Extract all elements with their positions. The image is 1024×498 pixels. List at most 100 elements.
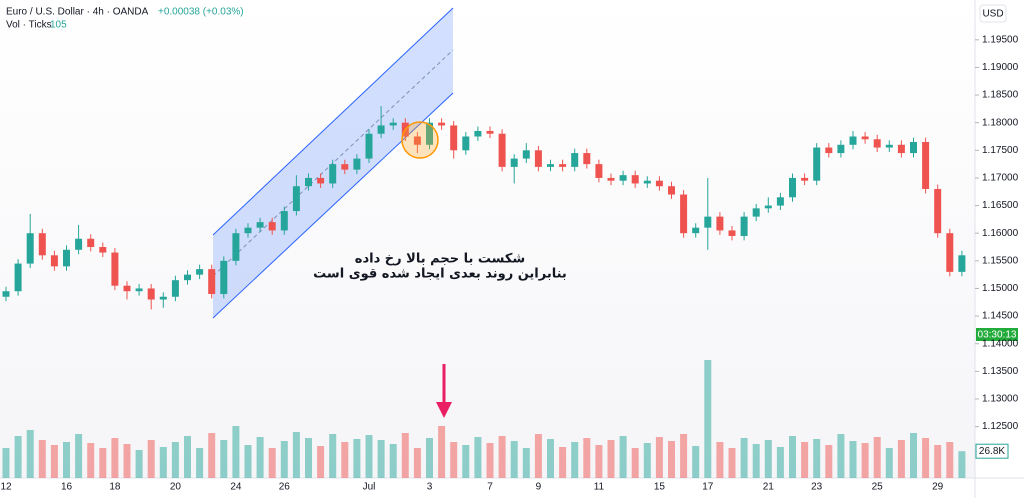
candle-body — [655, 180, 663, 187]
x-tick-label: 23 — [811, 482, 823, 493]
volume-bar — [208, 433, 216, 478]
volume-bar — [75, 434, 83, 478]
y-tick-label: 1.17000 — [982, 173, 1019, 184]
candle-body — [897, 144, 905, 154]
candle-body — [305, 177, 312, 187]
y-tick-label: 1.14500 — [982, 311, 1019, 322]
volume-bar — [740, 438, 748, 478]
candle-body — [462, 136, 470, 151]
volume-bar — [329, 434, 337, 478]
annotation-line: شکست با حجم بالا رخ داده — [355, 252, 525, 267]
x-tick-label: 3 — [427, 482, 433, 493]
candle-body — [716, 216, 724, 231]
volume-bar — [486, 443, 494, 478]
volume-bar — [668, 441, 675, 478]
candle-body — [256, 222, 264, 228]
x-tick-label: 16 — [61, 482, 73, 493]
volume-bar — [752, 444, 760, 478]
volume-bar — [885, 448, 893, 478]
x-tick-label: 18 — [109, 482, 121, 493]
volume-bar — [389, 444, 397, 478]
y-tick-label: 1.19000 — [982, 62, 1019, 73]
volume-bar — [244, 445, 252, 478]
volume-bar — [171, 442, 179, 478]
volume-bar — [50, 445, 58, 478]
volume-bar — [26, 430, 34, 478]
candle-body — [38, 233, 46, 256]
candle-body — [873, 139, 881, 148]
volume-bar — [341, 442, 349, 478]
candle-body — [159, 296, 167, 300]
volume-bar — [353, 439, 361, 478]
volume-bar — [776, 447, 784, 478]
volume-bar — [426, 438, 433, 478]
volume-bar — [450, 442, 458, 478]
volume-bar — [583, 438, 591, 478]
symbol-title: Euro / U.S. Dollar · 4h · OANDA — [6, 7, 149, 18]
candle-body — [341, 164, 349, 170]
volume-bar — [789, 436, 796, 478]
candle-body — [292, 186, 300, 212]
volume-bar — [825, 445, 833, 478]
candle-body — [837, 144, 845, 154]
volume-bar — [498, 436, 506, 478]
channel-upper — [212, 7, 454, 236]
y-tick-label: 1.13000 — [982, 394, 1019, 405]
price-change: +0.00038 (+0.03%) — [158, 7, 244, 18]
volume-bar — [873, 437, 881, 478]
currency-box[interactable] — [979, 4, 1007, 23]
candle-body — [631, 175, 639, 184]
candle-body — [171, 280, 179, 297]
candle-body — [208, 269, 216, 294]
volume-bar — [220, 440, 228, 478]
volume-bar — [123, 444, 131, 478]
candle-body — [365, 133, 373, 159]
candle-body — [922, 142, 930, 189]
candle-body — [825, 147, 833, 154]
candle-body — [26, 233, 34, 264]
volume-bar — [135, 450, 143, 478]
volume-bar — [764, 440, 772, 478]
candle-body — [413, 136, 421, 145]
volume-bar — [292, 432, 300, 478]
arrow-head — [436, 402, 452, 418]
candle-body — [196, 269, 204, 275]
candle-body — [958, 255, 966, 272]
candle-body — [389, 122, 397, 126]
candle-body — [280, 211, 288, 231]
y-tick-label: 1.15000 — [982, 283, 1019, 294]
volume-bar — [571, 442, 579, 478]
volume-bar — [462, 445, 470, 478]
x-tick-label: 24 — [230, 482, 242, 493]
candle-body — [232, 233, 240, 261]
candle-body — [50, 255, 58, 267]
candle-body — [668, 186, 675, 195]
volume-bar — [365, 435, 373, 478]
candle-body — [704, 216, 712, 228]
volume-bar — [510, 441, 518, 478]
y-tick-label: 1.18500 — [982, 90, 1019, 101]
candle-body — [595, 164, 603, 178]
candle-body — [317, 177, 325, 184]
candle-body — [619, 175, 627, 181]
candle-body — [329, 164, 337, 184]
volume-bar — [619, 436, 627, 478]
candle-body — [752, 208, 760, 217]
candle-body — [75, 238, 83, 250]
volume-bar — [159, 447, 167, 478]
candle-body — [2, 291, 10, 297]
x-tick-label: 26 — [279, 482, 291, 493]
volume-bar — [413, 448, 421, 478]
candle-body — [692, 227, 700, 234]
x-tick-label: 20 — [170, 482, 182, 493]
volume-bar — [813, 439, 821, 478]
candle-body — [740, 216, 748, 236]
volume-tag: 26.8K — [979, 446, 1005, 457]
volume-bar — [401, 433, 409, 478]
currency[interactable]: USD — [982, 9, 1003, 20]
y-tick-label: 1.18000 — [982, 117, 1019, 128]
volume-bar — [38, 440, 46, 478]
volume-bar — [655, 437, 663, 478]
candle-body — [764, 205, 772, 209]
